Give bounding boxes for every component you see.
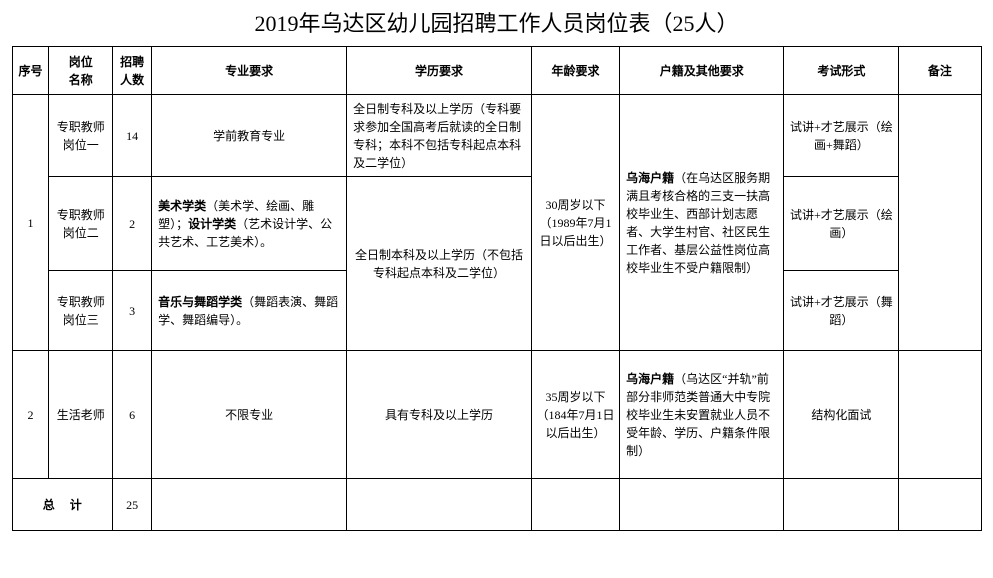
cell-seq: 2 — [12, 351, 49, 479]
table-row: 专职教师岗位二 2 美术学类（美术学、绘画、雕塑）；设计学类（艺术设计学、公共艺… — [12, 177, 981, 271]
cell-education: 全日制专科及以上学历（专科要求参加全国高考后就读的全日制专科；本科不包括专科起点… — [347, 95, 532, 177]
empty-cell — [784, 479, 899, 531]
header-row: 序号 岗位 名称 招聘 人数 专业要求 学历要求 年龄要求 户籍及其他要求 考试… — [12, 47, 981, 95]
major-bold: 美术学类 — [158, 199, 206, 213]
th-position: 岗位 名称 — [49, 47, 113, 95]
total-label: 总 计 — [12, 479, 113, 531]
cell-exam: 试讲+才艺展示（绘画+舞蹈） — [784, 95, 899, 177]
cell-education: 具有专科及以上学历 — [347, 351, 532, 479]
cell-count: 2 — [113, 177, 152, 271]
empty-cell — [347, 479, 532, 531]
th-major: 专业要求 — [152, 47, 347, 95]
cell-exam: 结构化面试 — [784, 351, 899, 479]
hukou-bold: 乌海户籍 — [626, 171, 674, 185]
cell-education: 全日制本科及以上学历（不包括专科起点本科及二学位） — [347, 177, 532, 351]
empty-cell — [899, 479, 981, 531]
total-row: 总 计 25 — [12, 479, 981, 531]
cell-count: 6 — [113, 351, 152, 479]
major-bold: 音乐与舞蹈学类 — [158, 295, 242, 309]
cell-seq: 1 — [12, 95, 49, 351]
cell-hukou: 乌海户籍（乌达区“并轨”前部分非师范类普通大中专院校毕业生未安置就业人员不受年龄… — [620, 351, 784, 479]
cell-major: 学前教育专业 — [152, 95, 347, 177]
cell-age: 30周岁以下（1989年7月1日以后出生） — [531, 95, 619, 351]
cell-major: 音乐与舞蹈学类（舞蹈表演、舞蹈学、舞蹈编导）。 — [152, 271, 347, 351]
page-title: 2019年乌达区幼儿园招聘工作人员岗位表（25人） — [0, 0, 993, 46]
cell-hukou: 乌海户籍（在乌达区服务期满且考核合格的三支一扶高校毕业生、西部计划志愿者、大学生… — [620, 95, 784, 351]
total-value: 25 — [113, 479, 152, 531]
cell-position: 专职教师岗位三 — [49, 271, 113, 351]
major-bold: 设计学类 — [188, 217, 236, 231]
th-count: 招聘 人数 — [113, 47, 152, 95]
cell-note — [899, 351, 981, 479]
th-age: 年龄要求 — [531, 47, 619, 95]
cell-note — [899, 95, 981, 351]
cell-age: 35周岁以下（184年7月1日以后出生） — [531, 351, 619, 479]
th-seq: 序号 — [12, 47, 49, 95]
cell-position: 专职教师岗位一 — [49, 95, 113, 177]
cell-exam: 试讲+才艺展示（绘画） — [784, 177, 899, 271]
hukou-rest: （在乌达区服务期满且考核合格的三支一扶高校毕业生、西部计划志愿者、大学生村官、社… — [626, 171, 770, 275]
hukou-bold: 乌海户籍 — [626, 372, 674, 386]
th-note: 备注 — [899, 47, 981, 95]
cell-count: 14 — [113, 95, 152, 177]
cell-count: 3 — [113, 271, 152, 351]
table-row: 1 专职教师岗位一 14 学前教育专业 全日制专科及以上学历（专科要求参加全国高… — [12, 95, 981, 177]
th-education: 学历要求 — [347, 47, 532, 95]
positions-table: 序号 岗位 名称 招聘 人数 专业要求 学历要求 年龄要求 户籍及其他要求 考试… — [12, 46, 982, 531]
cell-position: 生活老师 — [49, 351, 113, 479]
empty-cell — [531, 479, 619, 531]
cell-position: 专职教师岗位二 — [49, 177, 113, 271]
cell-major: 不限专业 — [152, 351, 347, 479]
th-exam: 考试形式 — [784, 47, 899, 95]
empty-cell — [152, 479, 347, 531]
empty-cell — [620, 479, 784, 531]
cell-exam: 试讲+才艺展示（舞蹈） — [784, 271, 899, 351]
cell-major: 美术学类（美术学、绘画、雕塑）；设计学类（艺术设计学、公共艺术、工艺美术）。 — [152, 177, 347, 271]
th-hukou: 户籍及其他要求 — [620, 47, 784, 95]
table-row: 2 生活老师 6 不限专业 具有专科及以上学历 35周岁以下（184年7月1日以… — [12, 351, 981, 479]
